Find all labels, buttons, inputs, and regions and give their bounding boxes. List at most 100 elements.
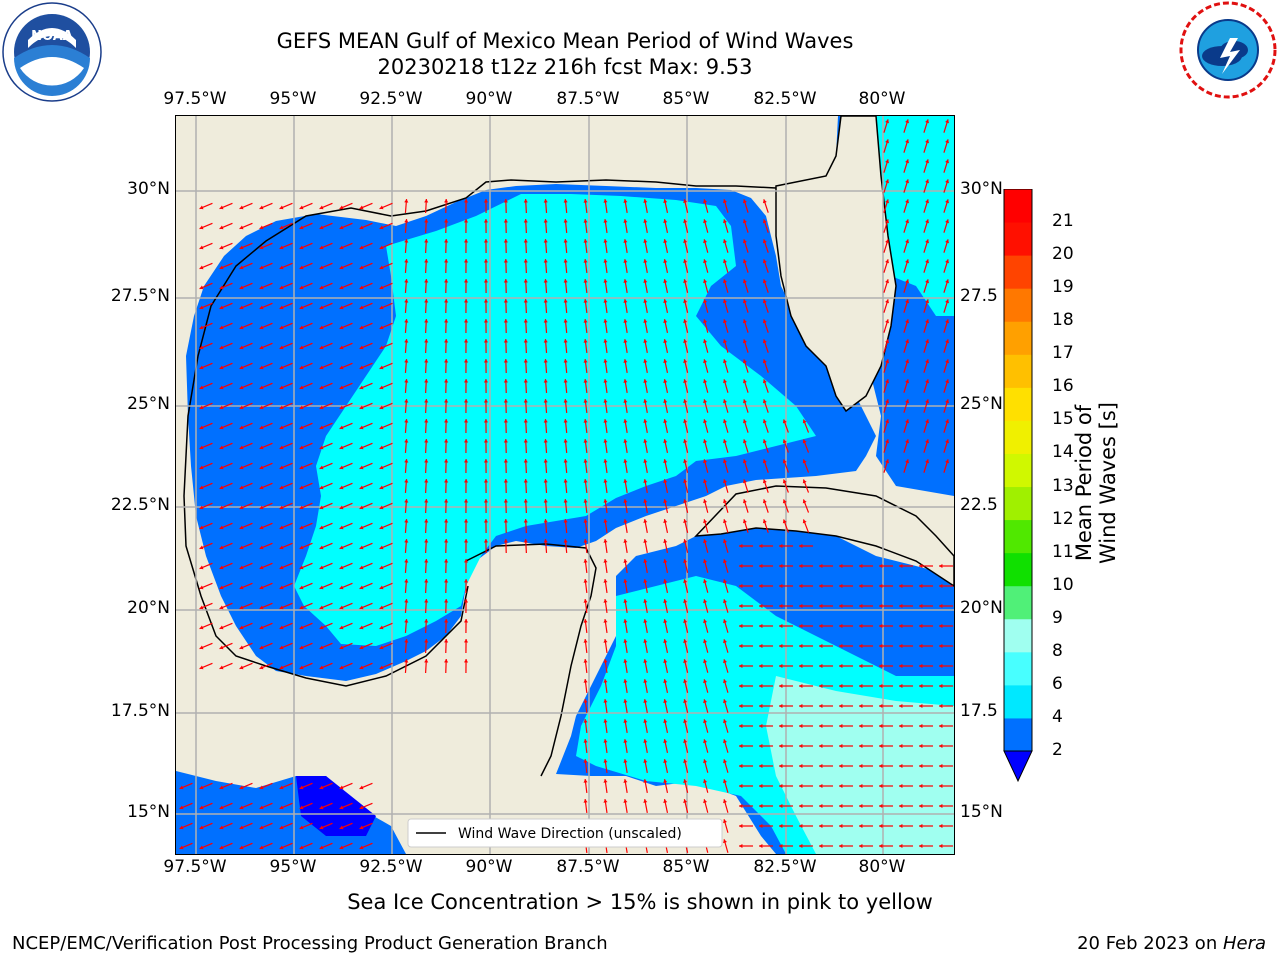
wind-arrow-head — [819, 563, 823, 569]
wind-arrow-head — [379, 325, 384, 330]
wind-arrow-head — [583, 599, 588, 603]
wind-arrow-head — [319, 285, 324, 290]
wind-arrow-head — [199, 225, 204, 230]
wind-arrow-head — [339, 265, 344, 270]
wind-arrow-head — [219, 665, 224, 670]
wind-arrow-head — [359, 785, 364, 790]
wind-arrow-head — [563, 339, 568, 343]
wind-arrow-head — [919, 803, 923, 809]
wind-arrow-head — [762, 419, 767, 424]
wind-arrow-head — [683, 579, 688, 584]
wind-arrow-head — [779, 563, 783, 569]
wind-arrow-head — [663, 559, 668, 563]
wind-arrow-head — [919, 843, 923, 849]
wind-arrow-head — [404, 399, 409, 403]
wind-arrow-head — [379, 265, 384, 270]
wind-arrow-head — [759, 743, 763, 749]
wind-arrow-head — [299, 225, 304, 230]
wind-arrow-head — [424, 319, 429, 323]
wind-arrow-head — [683, 679, 688, 684]
wind-arrow-head — [859, 823, 863, 829]
wind-arrow-head — [199, 305, 204, 310]
wind-arrow-head — [359, 445, 364, 450]
wind-arrow-head — [723, 539, 728, 544]
wind-arrow-head — [583, 439, 588, 443]
wind-arrow-head — [759, 583, 763, 589]
wind-arrow-head — [899, 643, 903, 649]
wind-arrow-head — [819, 643, 823, 649]
wind-arrow-head — [299, 305, 304, 310]
wind-arrow-head — [339, 585, 344, 590]
wind-arrow-head — [483, 199, 489, 203]
lon-bottom-label: 97.5°W — [163, 857, 227, 877]
wind-arrow-head — [563, 199, 568, 203]
wind-arrow-head — [483, 339, 489, 343]
wind-arrow-head — [279, 385, 284, 390]
wind-arrow-head — [523, 259, 528, 263]
lon-top-label: 85°W — [662, 89, 710, 109]
wind-arrow-head — [603, 599, 608, 603]
wind-arrow-head — [424, 339, 429, 343]
wind-arrow-head — [683, 479, 688, 484]
wind-arrow-head — [925, 179, 930, 184]
wind-arrow-head — [503, 379, 508, 383]
wind-arrow-head — [219, 445, 224, 450]
wind-arrow-head — [905, 399, 910, 404]
wind-arrow-head — [299, 505, 304, 510]
wind-arrow-head — [219, 645, 224, 650]
colorbar-segment — [1004, 387, 1032, 421]
wind-arrow-head — [643, 339, 648, 343]
wind-arrow-head — [703, 499, 708, 504]
lon-bottom-label: 82.5°W — [753, 857, 817, 877]
wind-arrow-head — [319, 565, 324, 570]
wind-arrow-head — [463, 439, 469, 443]
mexico-gulf-coast — [183, 495, 469, 687]
colorbar-tick-label: 18 — [1052, 310, 1074, 331]
wind-arrow-head — [905, 459, 910, 464]
wind-arrow-head — [623, 559, 628, 563]
wind-arrow-head — [404, 219, 409, 223]
wind-arrow-head — [339, 445, 344, 450]
wind-arrow-head — [885, 439, 890, 444]
wind-arrow-head — [563, 319, 568, 323]
wind-arrow-head — [779, 823, 783, 829]
wind-arrow-head — [259, 645, 264, 650]
wind-arrow-head — [404, 359, 409, 363]
wind-arrow-head — [523, 539, 528, 543]
wind-arrow-head — [179, 845, 184, 850]
wind-arrow-head — [723, 199, 728, 204]
wind-arrow-head — [199, 825, 204, 830]
wind-arrow-head — [742, 399, 747, 404]
wind-arrow-head — [939, 763, 943, 769]
wind-arrow-head — [663, 639, 668, 643]
wind-arrow-head — [879, 743, 883, 749]
wind-arrow-head — [839, 683, 843, 689]
wind-arrow-head — [799, 583, 803, 589]
wind-arrow-head — [359, 625, 364, 630]
wind-arrow-head — [424, 579, 429, 583]
wind-arrow-head — [663, 379, 668, 383]
wind-arrow-head — [703, 599, 708, 604]
wind-arrow-head — [723, 339, 728, 344]
wind-arrow-head — [799, 683, 803, 689]
wind-arrow-head — [339, 845, 344, 850]
wind-arrow-head — [723, 319, 728, 324]
wind-arrow-head — [885, 399, 890, 404]
wind-arrow-head — [404, 539, 409, 543]
wind-arrow-head — [404, 299, 409, 303]
wind-arrow-head — [379, 225, 384, 230]
wind-arrow-head — [643, 579, 648, 583]
wind-arrow-head — [319, 665, 324, 670]
wind-arrow-head — [663, 219, 668, 223]
wind-arrow-head — [404, 279, 409, 283]
wind-arrow-head — [663, 299, 668, 303]
wind-arrow-head — [742, 319, 747, 324]
wind-arrow-head — [359, 845, 364, 850]
wind-arrow-head — [703, 319, 708, 324]
wind-arrow-head — [219, 565, 224, 570]
wind-arrow-head — [819, 763, 823, 769]
wind-arrow-head — [339, 645, 344, 650]
wind-arrow-head — [885, 119, 890, 124]
wind-arrow-head — [759, 623, 763, 629]
lat-left-label: 30°N — [127, 179, 170, 199]
